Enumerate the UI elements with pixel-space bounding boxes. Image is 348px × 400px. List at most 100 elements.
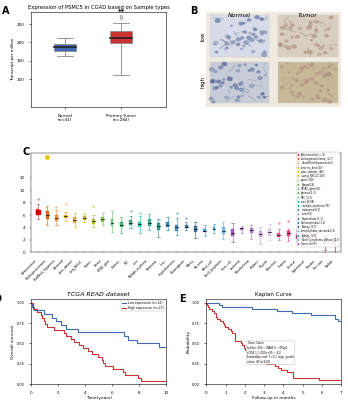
Circle shape [281,66,283,68]
Circle shape [263,31,267,34]
Circle shape [222,62,227,66]
Circle shape [248,19,251,21]
High expression (n=27) [100,358,104,362]
Circle shape [288,72,290,73]
Legend: Low expression (n=22), High expression (n=27): Low expression (n=22), High expression (… [121,300,165,311]
Bar [185,225,188,228]
Legend: Adrenocortical_c.(1), cholangiocarcinoma_(1.7), Head&NeckSquamous(4), ccrcc(ex_k: Adrenocortical_c.(1), cholangiocarcinoma… [297,152,340,246]
Title: TCGA READ dataset: TCGA READ dataset [67,292,130,297]
Circle shape [320,85,324,87]
Bar [148,220,151,226]
Circle shape [323,98,327,101]
Bar [203,229,206,232]
Bar [54,44,76,51]
Circle shape [310,98,314,100]
Circle shape [314,82,318,85]
Circle shape [259,40,262,42]
Circle shape [324,52,327,54]
Circle shape [285,40,288,42]
Circle shape [323,75,326,78]
Bar [129,220,132,225]
Bar [278,15,338,57]
Circle shape [305,80,309,82]
Y-axis label: Transcript per million: Transcript per million [11,38,15,81]
Circle shape [249,32,251,34]
Circle shape [261,93,264,95]
High expression (n=27) [123,372,127,377]
Circle shape [215,19,220,22]
Circle shape [209,68,214,71]
Circle shape [254,36,258,38]
Bar [315,234,317,240]
High expression (n=27) [31,306,35,311]
Circle shape [212,101,215,103]
X-axis label: Time(years): Time(years) [86,396,112,400]
Circle shape [319,47,323,50]
Circle shape [311,64,314,65]
Circle shape [279,44,281,46]
Circle shape [327,89,329,91]
High expression (n=27) [69,336,73,341]
Bar [83,216,86,220]
Circle shape [237,96,240,98]
Circle shape [214,87,216,89]
Circle shape [228,77,232,80]
Text: low: low [200,32,205,41]
Circle shape [248,70,251,71]
Circle shape [300,67,303,69]
Bar [64,215,67,218]
Circle shape [325,30,327,31]
High expression (n=27) [45,324,49,329]
Low expression (n=22) [157,345,161,350]
Bar [213,227,215,230]
Circle shape [214,44,215,45]
Circle shape [309,23,312,26]
Circle shape [315,29,317,31]
Bar [73,217,77,223]
Bar [231,229,234,236]
Y-axis label: Probability: Probability [186,330,190,353]
Circle shape [314,43,318,46]
Circle shape [261,33,263,35]
Circle shape [219,85,222,87]
Circle shape [247,36,251,39]
Circle shape [247,36,250,38]
Bar [268,229,271,236]
Circle shape [309,21,312,23]
Circle shape [216,87,218,88]
Bar [278,62,338,103]
Circle shape [323,45,325,46]
Circle shape [217,80,221,83]
Circle shape [221,82,224,84]
Circle shape [230,86,232,88]
Bar [111,219,113,226]
Circle shape [292,45,296,48]
Circle shape [213,87,217,90]
High expression (n=27) [40,316,44,320]
Circle shape [322,68,326,70]
Circle shape [215,51,218,53]
Circle shape [327,73,331,75]
Circle shape [325,74,327,76]
Circle shape [227,36,231,39]
Circle shape [315,73,318,75]
High expression (n=27) [81,346,85,350]
Bar [166,222,169,227]
Circle shape [298,70,303,73]
Circle shape [237,44,239,46]
Circle shape [224,96,229,99]
Circle shape [231,25,232,26]
Circle shape [240,48,243,50]
Circle shape [238,65,241,67]
Circle shape [312,35,316,38]
High expression (n=27) [42,318,47,323]
Bar [92,219,95,224]
Circle shape [296,73,298,74]
Circle shape [328,100,332,103]
High expression (n=27) [31,304,35,308]
Low expression (n=22) [64,326,68,331]
Circle shape [325,34,329,37]
Circle shape [286,62,288,64]
Circle shape [250,68,254,71]
Low expression (n=22) [122,334,126,338]
